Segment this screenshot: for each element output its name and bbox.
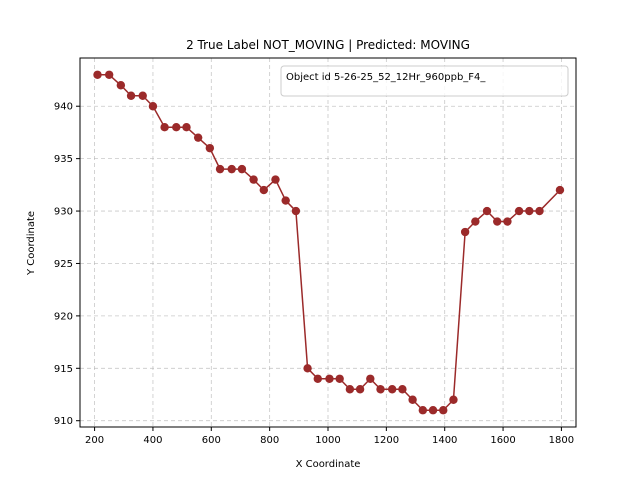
y-axis-label: Y Coordinate	[26, 211, 37, 276]
y-tick-label: 915	[54, 364, 73, 375]
y-tick-label: 910	[54, 416, 73, 427]
data-point	[376, 385, 385, 394]
x-axis-label: X Coordinate	[296, 459, 361, 470]
y-tick-label: 930	[54, 207, 73, 218]
data-point	[116, 81, 126, 90]
x-ticks: 200 400 600 800 1000 1200 1400 1600 1800	[85, 427, 574, 446]
data-point	[104, 70, 114, 79]
data-points	[93, 70, 565, 415]
data-point	[215, 164, 225, 174]
x-tick-label: 1400	[432, 435, 457, 446]
data-point	[313, 374, 322, 383]
data-point	[345, 385, 355, 394]
data-point	[172, 122, 181, 132]
y-tick-label: 925	[54, 259, 73, 270]
data-point	[303, 364, 312, 373]
data-point	[160, 122, 169, 132]
y-tick-label: 940	[54, 102, 73, 113]
x-tick-label: 800	[260, 435, 279, 446]
data-point	[148, 102, 158, 111]
y-tick-label: 935	[54, 154, 73, 165]
data-point	[408, 395, 417, 404]
data-point	[249, 175, 258, 184]
data-point	[126, 91, 136, 100]
data-point	[281, 196, 290, 205]
legend-box	[280, 65, 569, 97]
data-point	[335, 374, 344, 383]
data-point	[471, 217, 480, 226]
x-tick-label: 400	[143, 435, 162, 446]
data-point	[387, 385, 397, 394]
data-point	[325, 374, 334, 383]
data-point	[93, 70, 102, 79]
data-point	[460, 227, 470, 237]
data-point	[366, 374, 375, 383]
legend: Object id 5-26-25_52_12Hr_960ppb_F4_	[280, 65, 569, 97]
data-point	[525, 206, 534, 216]
data-point	[439, 406, 448, 415]
data-point	[193, 133, 203, 142]
data-point	[259, 185, 269, 195]
data-point	[535, 206, 544, 216]
data-point	[237, 164, 247, 174]
y-tick-label: 920	[54, 311, 73, 322]
x-tick-label: 1000	[315, 435, 340, 446]
data-point	[482, 206, 492, 216]
x-tick-label: 1600	[490, 435, 515, 446]
data-point	[428, 406, 438, 415]
data-point	[227, 164, 236, 174]
x-tick-label: 600	[202, 435, 221, 446]
data-point	[398, 385, 407, 394]
x-tick-label: 200	[85, 435, 104, 446]
x-tick-label: 1800	[549, 435, 574, 446]
legend-entry-label: Object id 5-26-25_52_12Hr_960ppb_F4_	[286, 72, 486, 83]
data-point	[271, 175, 280, 184]
chart-title: 2 True Label NOT_MOVING | Predicted: MOV…	[186, 38, 470, 52]
y-ticks: 910 915 920 925 930 935 940	[54, 102, 80, 427]
grid	[80, 58, 576, 427]
x-tick-label: 1200	[374, 435, 399, 446]
data-point	[493, 217, 502, 226]
data-point	[503, 217, 512, 226]
data-point	[418, 406, 428, 415]
data-point	[555, 185, 565, 195]
data-point	[182, 122, 191, 132]
data-point	[138, 91, 147, 100]
data-point	[449, 395, 458, 404]
data-point	[514, 206, 524, 216]
data-point	[291, 206, 301, 216]
data-point	[355, 385, 365, 394]
data-point	[205, 143, 215, 153]
